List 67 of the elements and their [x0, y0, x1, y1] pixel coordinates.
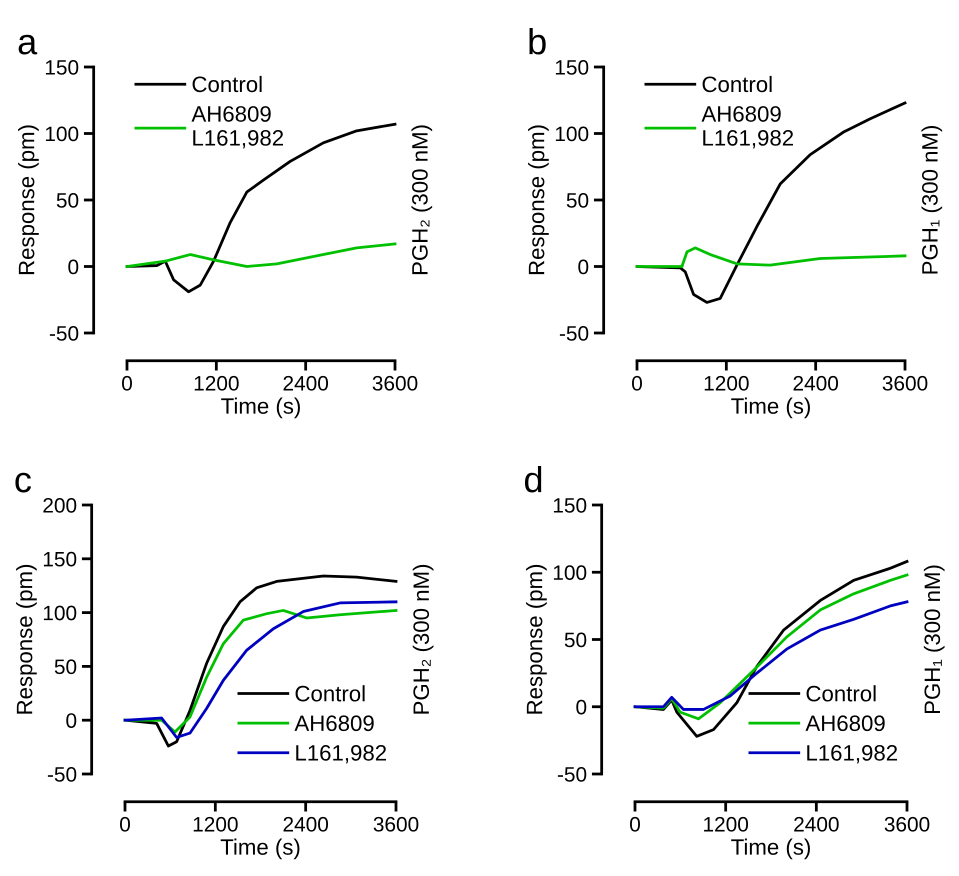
y-tick-label: 150: [556, 60, 588, 75]
y-tick-label: 200: [43, 498, 76, 513]
x-axis-title: Time (s): [221, 398, 300, 418]
y-tick-label: -50: [558, 767, 586, 782]
x-axis-title: Time (s): [731, 838, 810, 860]
chart-title: a: [18, 34, 38, 55]
x-tick-label: 0: [630, 816, 640, 832]
y-tick-label: 100: [556, 126, 588, 142]
line-series: [126, 242, 396, 268]
y-tick-label: 0: [68, 260, 78, 274]
legend-label: Control: [192, 76, 262, 92]
y-axis-title: Response (pm): [18, 125, 39, 274]
y-axis-title: Response (pm): [526, 564, 547, 714]
text: PGH₂ (300 nM): [411, 125, 432, 274]
x-tick-label: 0: [122, 376, 132, 391]
x-axis-title: Time (s): [220, 838, 300, 860]
y-axis-title: Response (pm): [528, 125, 549, 274]
line-series: [126, 122, 396, 294]
y-axis-title: Response (pm): [16, 564, 37, 714]
text: PGH₂ (300 nM): [412, 564, 434, 714]
legend-label: AH6809 L161,982: [701, 106, 794, 148]
y-tick-label: -50: [50, 326, 78, 341]
x-tick-label: 1200: [194, 816, 238, 832]
x-tick-label: 3600: [372, 376, 418, 391]
legend-label: Control: [296, 685, 365, 702]
y-tick-label: -50: [48, 767, 76, 782]
x-tick-label: 2400: [284, 376, 328, 391]
y-tick-label: 150: [554, 498, 586, 513]
y-tick-label: 50: [54, 659, 76, 674]
legend-label: Control: [806, 685, 876, 702]
x-tick-label: 0: [120, 816, 130, 832]
chart-title: c: [15, 472, 31, 492]
y-tick-label: 100: [46, 126, 78, 142]
legend-label: AH6809: [294, 715, 374, 732]
x-tick-label: 1200: [704, 376, 749, 391]
y-tick-label: 100: [44, 606, 76, 620]
text: PGH₁ (300 nM): [921, 126, 942, 274]
chart-title: d: [525, 466, 542, 492]
legend-label: L161,982: [807, 744, 898, 764]
x-tick-label: 2400: [794, 816, 839, 832]
chart-title: b: [529, 28, 546, 55]
y-tick-label: 0: [578, 260, 588, 274]
text: PGH₁ (300 nM): [924, 566, 945, 714]
x-tick-label: 0: [632, 376, 642, 391]
x-tick-label: 2400: [284, 816, 328, 832]
line-series: [636, 246, 906, 268]
line-series: [634, 600, 908, 711]
x-tick-label: 1200: [194, 376, 239, 391]
legend-label: Control: [702, 76, 772, 92]
x-tick-label: 2400: [794, 376, 838, 391]
legend-label: L161,982: [296, 744, 386, 764]
y-tick-label: 0: [66, 713, 76, 728]
y-tick-label: 150: [44, 552, 76, 567]
y-tick-label: 0: [576, 700, 586, 715]
y-tick-label: 50: [564, 632, 586, 648]
x-tick-label: 1200: [704, 816, 748, 832]
x-tick-label: 3600: [882, 376, 928, 391]
x-tick-label: 3600: [374, 816, 418, 832]
x-tick-label: 3600: [884, 816, 930, 832]
x-axis-title: Time (s): [731, 398, 810, 418]
y-tick-label: -50: [560, 326, 588, 341]
legend-label: AH6809 L161,982: [191, 106, 284, 148]
y-tick-label: 50: [56, 193, 78, 208]
y-tick-label: 150: [46, 60, 78, 75]
y-tick-label: 50: [566, 193, 588, 208]
y-tick-label: 100: [554, 565, 586, 580]
legend-label: AH6809: [805, 715, 885, 732]
